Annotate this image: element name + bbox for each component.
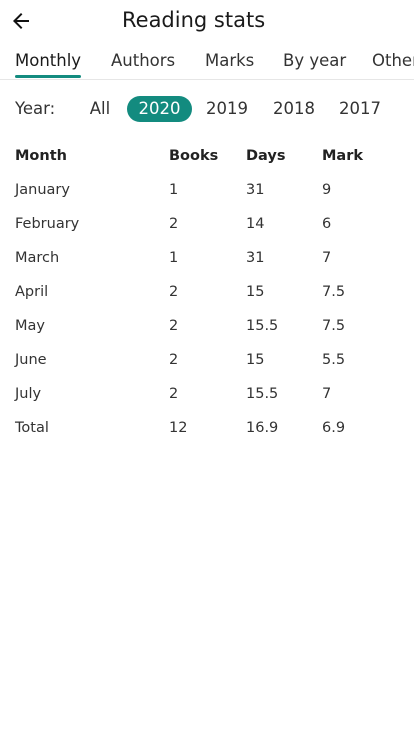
days-cell: 14 (246, 216, 265, 232)
table-header: Month Books Days Mark (0, 140, 414, 174)
column-header-days: Days (246, 148, 286, 164)
column-header-mark: Mark (322, 148, 364, 164)
days-cell: 15 (246, 284, 265, 300)
year-chip-all[interactable]: All (89, 99, 111, 118)
days-cell: 16.9 (246, 420, 279, 436)
page-title: Reading stats (122, 8, 266, 32)
table-row: February 2 14 6 (0, 208, 414, 242)
books-cell: 2 (169, 352, 179, 368)
year-chip-2020[interactable]: 2020 (127, 96, 192, 122)
table-row: April 2 15 7.5 (0, 276, 414, 310)
mark-cell: 7 (322, 250, 332, 266)
tab-indicator (15, 75, 81, 78)
month-cell: June (15, 352, 47, 368)
books-cell: 2 (169, 318, 179, 334)
year-chip-2018[interactable]: 2018 (273, 99, 315, 118)
month-cell: July (15, 386, 42, 402)
year-label: Year: (15, 99, 56, 118)
app-bar: Reading stats (0, 0, 414, 40)
tab-other[interactable]: Other (372, 51, 414, 70)
tab-authors[interactable]: Authors (111, 51, 176, 70)
month-cell: March (15, 250, 60, 266)
arrow-left-icon (13, 13, 29, 29)
year-chip-2019[interactable]: 2019 (206, 99, 248, 118)
column-header-month: Month (15, 148, 67, 164)
back-button[interactable] (6, 6, 36, 36)
books-cell: 1 (169, 250, 179, 266)
table-row: July 2 15.5 7 (0, 378, 414, 412)
books-cell: 2 (169, 284, 179, 300)
tab-monthly[interactable]: Monthly (15, 51, 82, 70)
mark-cell: 7.5 (322, 318, 346, 334)
days-cell: 31 (246, 250, 265, 266)
mark-cell: 6 (322, 216, 332, 232)
books-cell: 1 (169, 182, 179, 198)
month-cell: February (15, 216, 80, 232)
table-row: June 2 15 5.5 (0, 344, 414, 378)
books-cell: 2 (169, 216, 179, 232)
mark-cell: 7 (322, 386, 332, 402)
days-cell: 15 (246, 352, 265, 368)
books-cell: 2 (169, 386, 179, 402)
tab-bar: Monthly Authors Marks By year Other (0, 44, 414, 80)
table-row: May 2 15.5 7.5 (0, 310, 414, 344)
books-cell: 12 (169, 420, 188, 436)
year-chip-2017[interactable]: 2017 (339, 99, 381, 118)
month-cell: Total (15, 420, 49, 436)
year-filter: Year: All 2020 2019 2018 2017 (0, 94, 414, 124)
days-cell: 15.5 (246, 318, 279, 334)
mark-cell: 9 (322, 182, 332, 198)
table-row: March 1 31 7 (0, 242, 414, 276)
table-row: January 1 31 9 (0, 174, 414, 208)
column-header-books: Books (169, 148, 219, 164)
mark-cell: 7.5 (322, 284, 346, 300)
mark-cell: 6.9 (322, 420, 346, 436)
monthly-stats-table: Month Books Days Mark January 1 31 9 Feb… (0, 140, 414, 446)
tab-marks[interactable]: Marks (205, 51, 255, 70)
mark-cell: 5.5 (322, 352, 346, 368)
month-cell: May (15, 318, 45, 334)
tab-by-year[interactable]: By year (283, 51, 347, 70)
month-cell: January (15, 182, 70, 198)
month-cell: April (15, 284, 49, 300)
days-cell: 15.5 (246, 386, 279, 402)
table-row-total: Total 12 16.9 6.9 (0, 412, 414, 446)
days-cell: 31 (246, 182, 265, 198)
